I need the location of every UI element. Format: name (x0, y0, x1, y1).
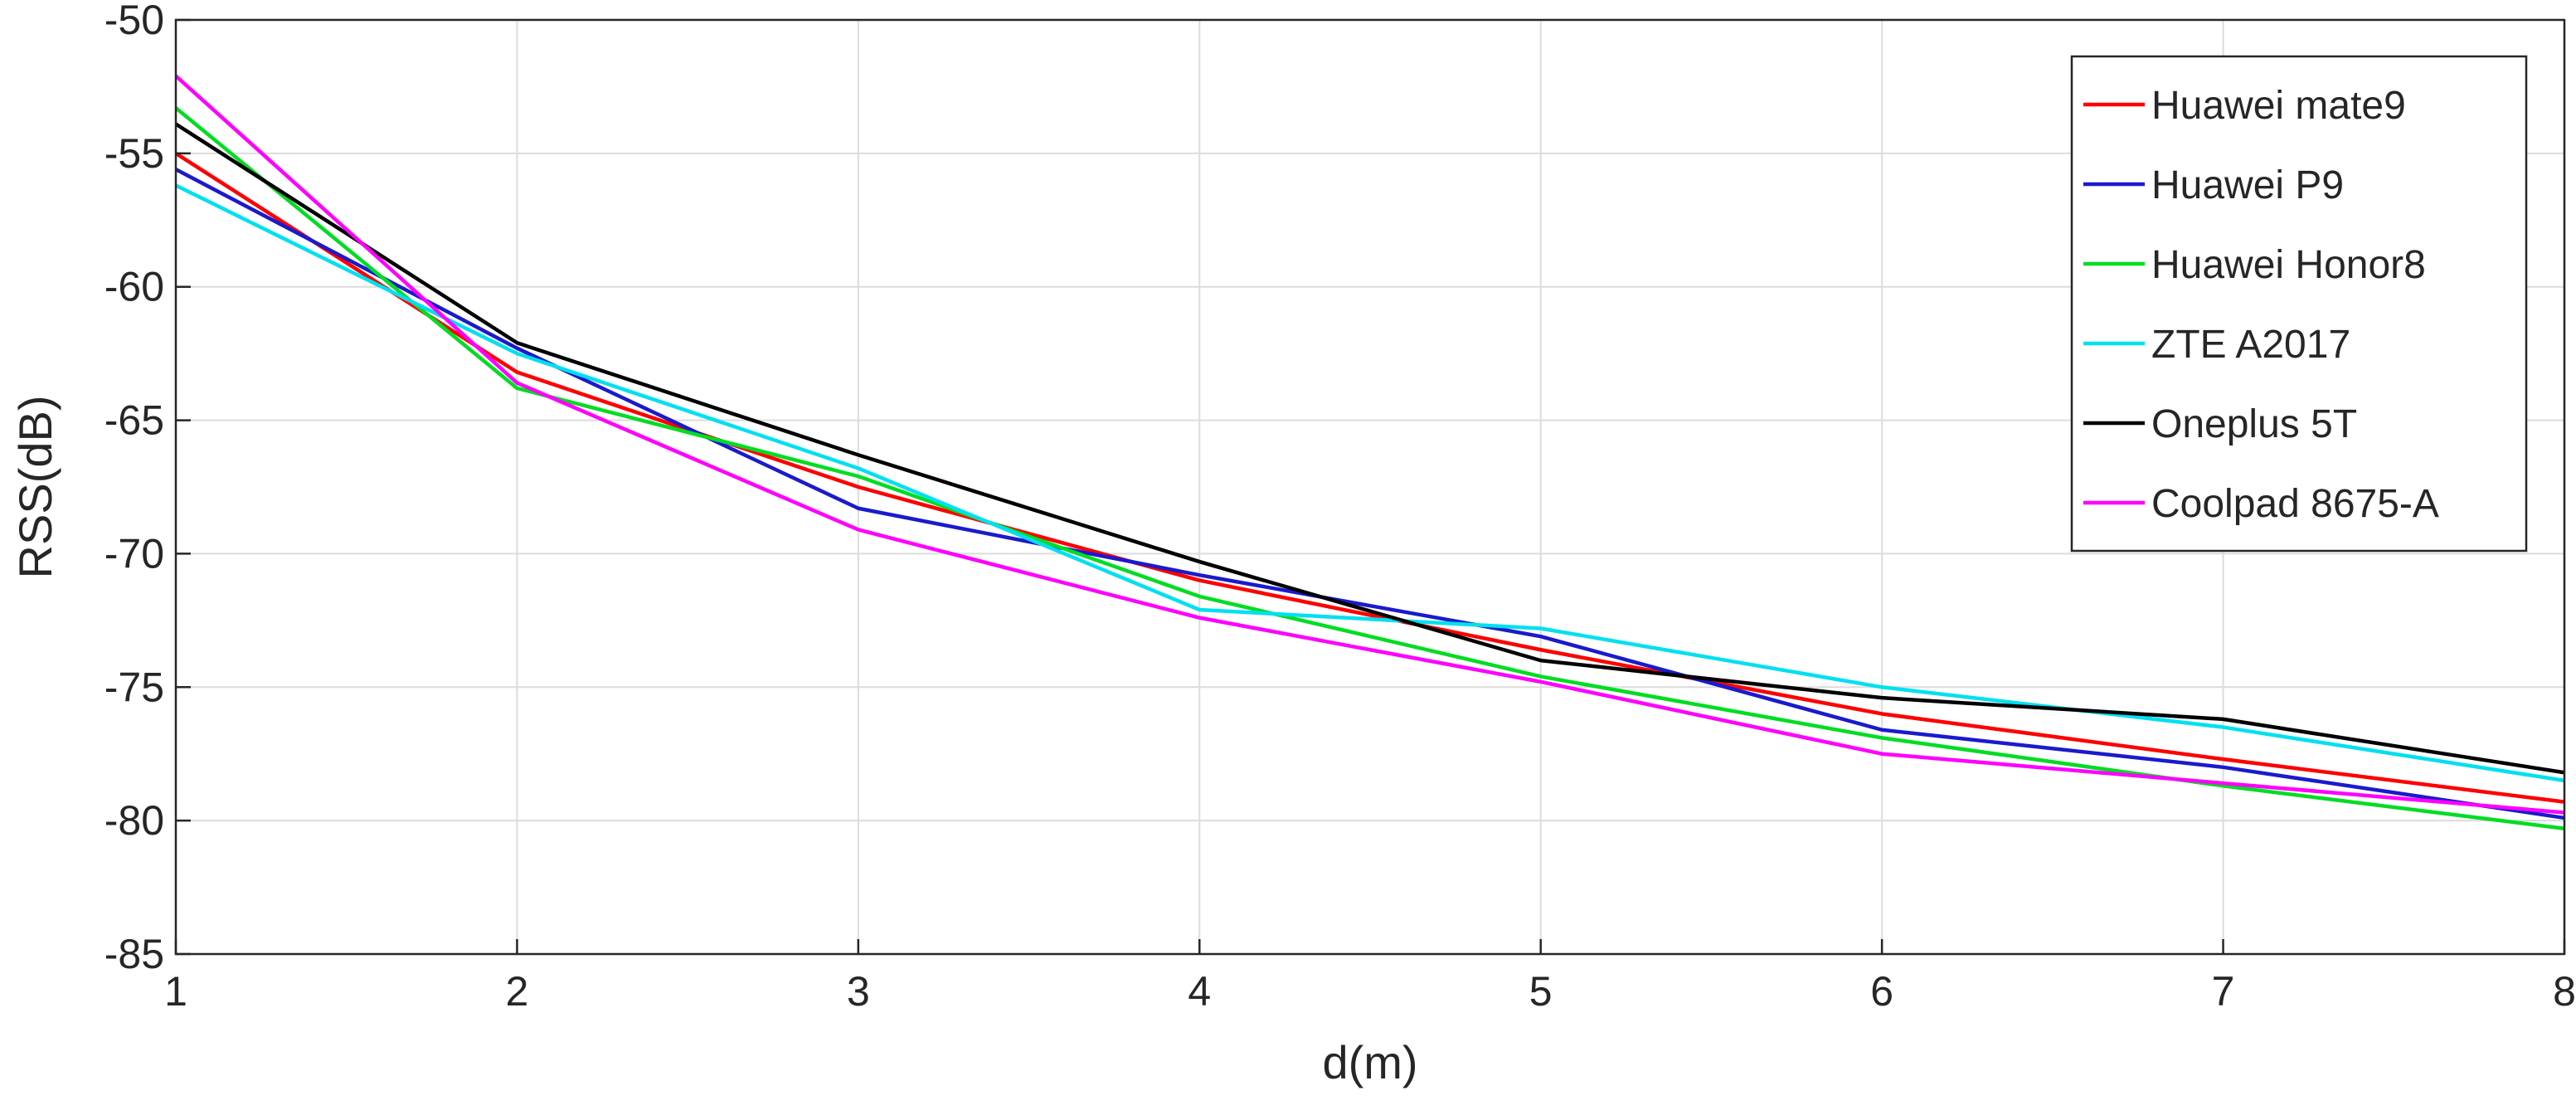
legend-label: Huawei Honor8 (2151, 243, 2426, 287)
y-tick-label: -50 (104, 0, 164, 43)
x-tick-label: 6 (1870, 968, 1893, 1015)
y-tick-label: -85 (104, 931, 164, 977)
y-axis-ticks: -50 -55 -60 -65 -70 -75 -80 -85 (104, 0, 191, 977)
series-line-4 (174, 122, 2565, 775)
x-axis-label: d(m) (1322, 1036, 1417, 1088)
y-tick-label: -80 (104, 797, 164, 844)
legend: Huawei mate9 Huawei P9 Huawei Honor8 ZTE A2… (2070, 55, 2528, 553)
series-line-5 (174, 74, 2565, 815)
x-tick-label: 1 (164, 968, 187, 1015)
series-line-3 (175, 183, 2565, 783)
x-tick-label: 2 (506, 968, 529, 1015)
x-tick-label: 4 (1188, 968, 1211, 1015)
legend-label: Coolpad 8675-A (2151, 482, 2439, 526)
series-line-0 (174, 151, 2565, 804)
y-tick-label: -70 (104, 530, 164, 577)
legend-label: Huawei mate9 (2151, 84, 2406, 128)
y-tick-label: -75 (104, 664, 164, 710)
series-line-1 (174, 168, 2565, 820)
series-lines (174, 74, 2565, 831)
y-tick-label: -65 (104, 397, 164, 444)
y-axis-label: RSS(dB) (9, 396, 61, 579)
x-tick-label: 5 (1529, 968, 1553, 1015)
legend-label: Oneplus 5T (2151, 402, 2357, 446)
legend-label: ZTE A2017 (2151, 323, 2350, 367)
x-tick-label: 8 (2553, 968, 2576, 1015)
y-tick-label: -60 (104, 264, 164, 310)
x-tick-label: 7 (2212, 968, 2235, 1015)
x-axis-ticks: 1 2 3 4 5 6 7 8 (164, 939, 2576, 1015)
legend-label: Huawei P9 (2151, 163, 2344, 207)
y-tick-label: -55 (104, 130, 164, 177)
legend-box (2070, 55, 2528, 553)
plot-frame (174, 18, 2566, 956)
x-tick-label: 3 (847, 968, 870, 1015)
